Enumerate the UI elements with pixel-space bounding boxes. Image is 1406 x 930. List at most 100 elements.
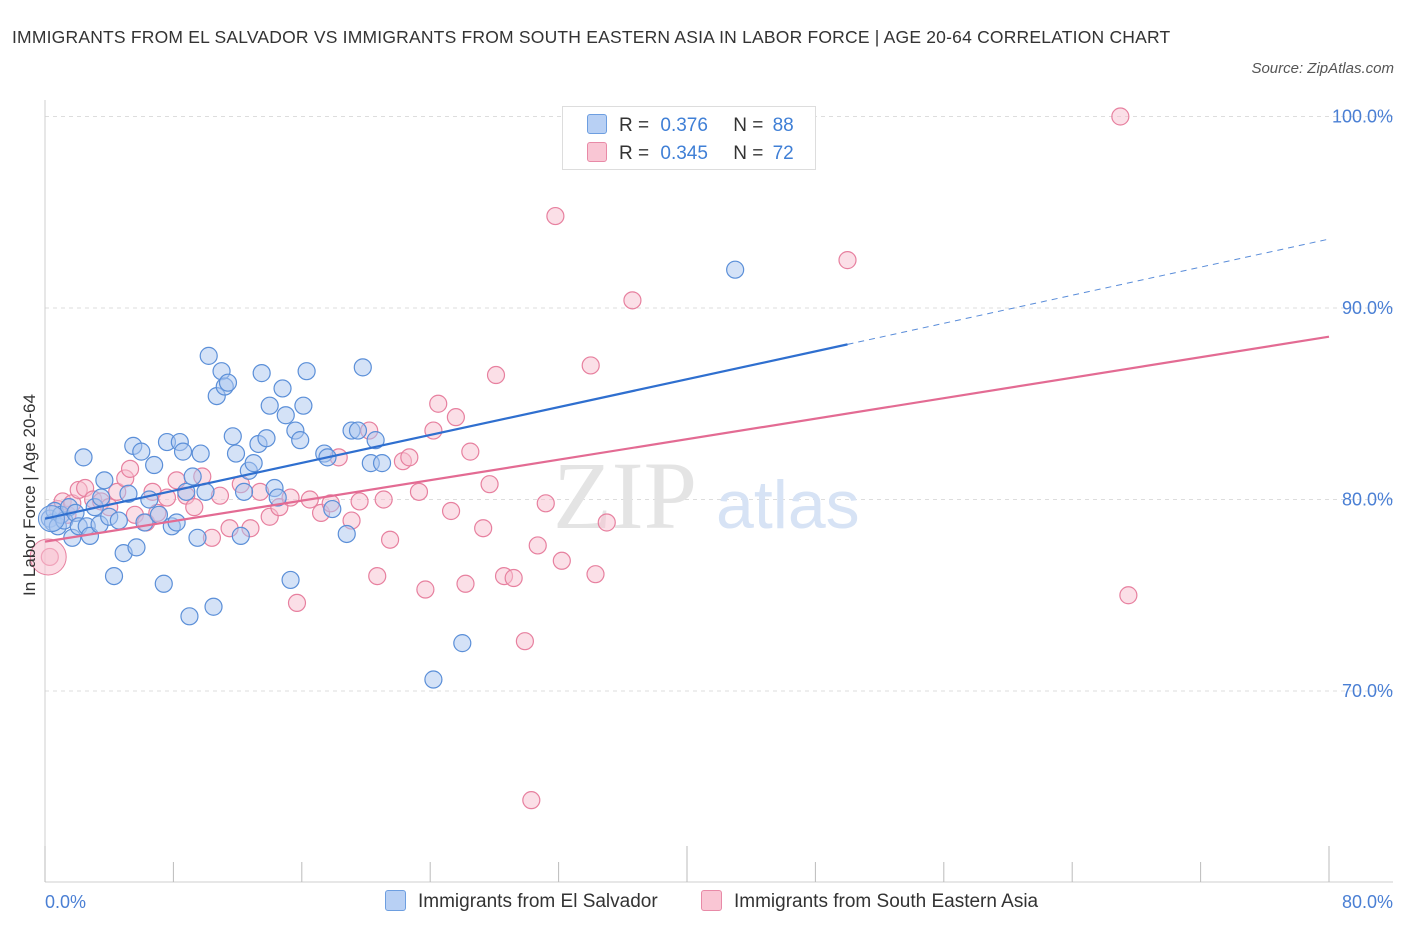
watermark: ZIP atlas xyxy=(553,442,860,549)
data-point-south-eastern-asia xyxy=(287,593,307,613)
bottom-legend-el-salvador: Immigrants from El Salvador xyxy=(385,890,658,913)
watermark-zip: ZIP xyxy=(553,442,697,549)
legend: R = 0.376 N = 88 R = 0.345 N = 72 xyxy=(562,106,816,170)
data-point-el-salvador-cluster xyxy=(37,505,65,533)
x-tick-label-min: 0.0% xyxy=(45,892,86,912)
data-point-south-eastern-asia xyxy=(374,490,393,509)
data-point-el-salvador xyxy=(424,670,443,689)
data-point-south-eastern-asia-cluster xyxy=(29,538,67,576)
legend-n-value: 72 xyxy=(772,143,794,164)
data-point-el-salvador xyxy=(234,482,254,501)
data-point-south-eastern-asia xyxy=(522,791,541,810)
data-point-south-eastern-asia xyxy=(552,551,571,570)
legend-n-label: N = xyxy=(733,143,764,164)
data-point-south-eastern-asia xyxy=(185,498,204,517)
axes xyxy=(44,100,1393,883)
watermark-atlas: atlas xyxy=(716,467,860,543)
data-point-el-salvador xyxy=(183,467,202,486)
trend-line-south-eastern-asia xyxy=(44,335,1330,543)
data-point-south-eastern-asia xyxy=(120,459,140,478)
bottom-legend-label: Immigrants from South Eastern Asia xyxy=(734,891,1039,912)
data-point-el-salvador xyxy=(276,406,295,425)
legend-row-el-salvador: R = 0.376 N = 88 xyxy=(587,114,794,136)
data-point-south-eastern-asia xyxy=(581,356,600,375)
data-point-el-salvador xyxy=(268,488,287,507)
data-point-el-salvador xyxy=(132,442,151,461)
y-tick-label-80: 80.0% xyxy=(1342,490,1393,510)
data-point-south-eastern-asia xyxy=(350,492,369,511)
data-point-el-salvador xyxy=(74,448,93,467)
data-point-el-salvador xyxy=(453,634,472,653)
data-point-south-eastern-asia xyxy=(586,565,605,584)
bottom-legend-swatch-pink xyxy=(701,890,722,911)
data-point-el-salvador xyxy=(140,490,159,509)
data-point-south-eastern-asia xyxy=(536,494,555,513)
data-point-south-eastern-asia xyxy=(480,475,499,494)
x-tick-label-max: 80.0% xyxy=(1342,892,1393,912)
legend-n-value: 88 xyxy=(772,115,794,136)
data-point-el-salvador xyxy=(199,346,218,365)
data-point-el-salvador xyxy=(154,574,173,593)
data-point-el-salvador xyxy=(372,454,392,473)
chart-title: IMMIGRANTS FROM EL SALVADOR VS IMMIGRANT… xyxy=(12,27,1171,47)
source-label: Source: ZipAtlas.com xyxy=(1251,60,1394,77)
data-point-el-salvador xyxy=(244,454,263,473)
data-point-el-salvador xyxy=(104,566,124,586)
data-point-el-salvador xyxy=(353,358,372,377)
data-point-south-eastern-asia xyxy=(429,394,448,413)
data-point-south-eastern-asia xyxy=(446,408,465,427)
data-point-south-eastern-asia xyxy=(474,519,493,538)
data-point-el-salvador xyxy=(323,499,342,519)
legend-r-value: 0.376 xyxy=(660,115,708,136)
data-point-el-salvador xyxy=(218,373,238,392)
data-point-south-eastern-asia xyxy=(528,536,547,555)
y-axis-label: In Labor Force | Age 20-64 xyxy=(20,394,39,596)
data-point-el-salvador xyxy=(273,379,292,398)
data-point-south-eastern-asia xyxy=(486,365,506,385)
data-point-el-salvador xyxy=(188,528,207,547)
data-point-el-salvador xyxy=(291,431,310,450)
y-tick-label-70: 70.0% xyxy=(1342,681,1393,701)
data-point-el-salvador xyxy=(127,538,146,557)
data-point-el-salvador xyxy=(366,431,385,450)
data-point-el-salvador xyxy=(260,396,279,415)
data-point-south-eastern-asia xyxy=(515,632,534,651)
trend-lines xyxy=(44,238,1330,543)
data-point-south-eastern-asia xyxy=(838,251,857,270)
data-point-el-salvador xyxy=(109,511,128,530)
data-point-south-eastern-asia xyxy=(380,530,400,549)
data-point-el-salvador xyxy=(173,442,193,461)
y-tick-label-100: 100.0% xyxy=(1332,107,1393,127)
data-point-south-eastern-asia xyxy=(623,291,642,310)
data-point-el-salvador xyxy=(180,607,199,626)
legend-n-label: N = xyxy=(733,115,764,136)
data-point-south-eastern-asia xyxy=(597,513,616,532)
legend-row-south-eastern-asia: R = 0.345 N = 72 xyxy=(587,142,794,164)
data-point-el-salvador xyxy=(119,484,138,503)
data-point-el-salvador xyxy=(348,421,368,440)
y-tick-labels: 70.0% 80.0% 90.0% 100.0% xyxy=(1332,107,1393,702)
legend-r-label: R = xyxy=(619,115,650,136)
data-point-el-salvador xyxy=(223,427,242,446)
data-point-south-eastern-asia xyxy=(504,568,523,588)
legend-r-label: R = xyxy=(619,143,650,164)
data-point-el-salvador xyxy=(204,597,223,616)
data-point-el-salvador xyxy=(252,364,271,383)
data-point-el-salvador xyxy=(726,260,745,279)
data-point-south-eastern-asia xyxy=(1119,586,1138,605)
data-point-south-eastern-asia xyxy=(409,482,429,501)
bottom-legend-swatch-blue xyxy=(385,890,406,911)
data-point-el-salvador xyxy=(281,570,300,590)
data-point-el-salvador xyxy=(297,362,316,381)
data-point-el-salvador xyxy=(257,429,276,448)
data-point-el-salvador xyxy=(191,444,210,463)
data-point-south-eastern-asia xyxy=(368,566,387,586)
gridlines xyxy=(45,116,1393,692)
legend-swatch-blue xyxy=(587,114,607,134)
data-point-south-eastern-asia xyxy=(400,448,419,467)
data-point-el-salvador xyxy=(145,455,164,475)
data-point-south-eastern-asia xyxy=(461,442,480,461)
data-point-south-eastern-asia xyxy=(546,206,565,226)
data-point-el-salvador xyxy=(231,526,250,545)
